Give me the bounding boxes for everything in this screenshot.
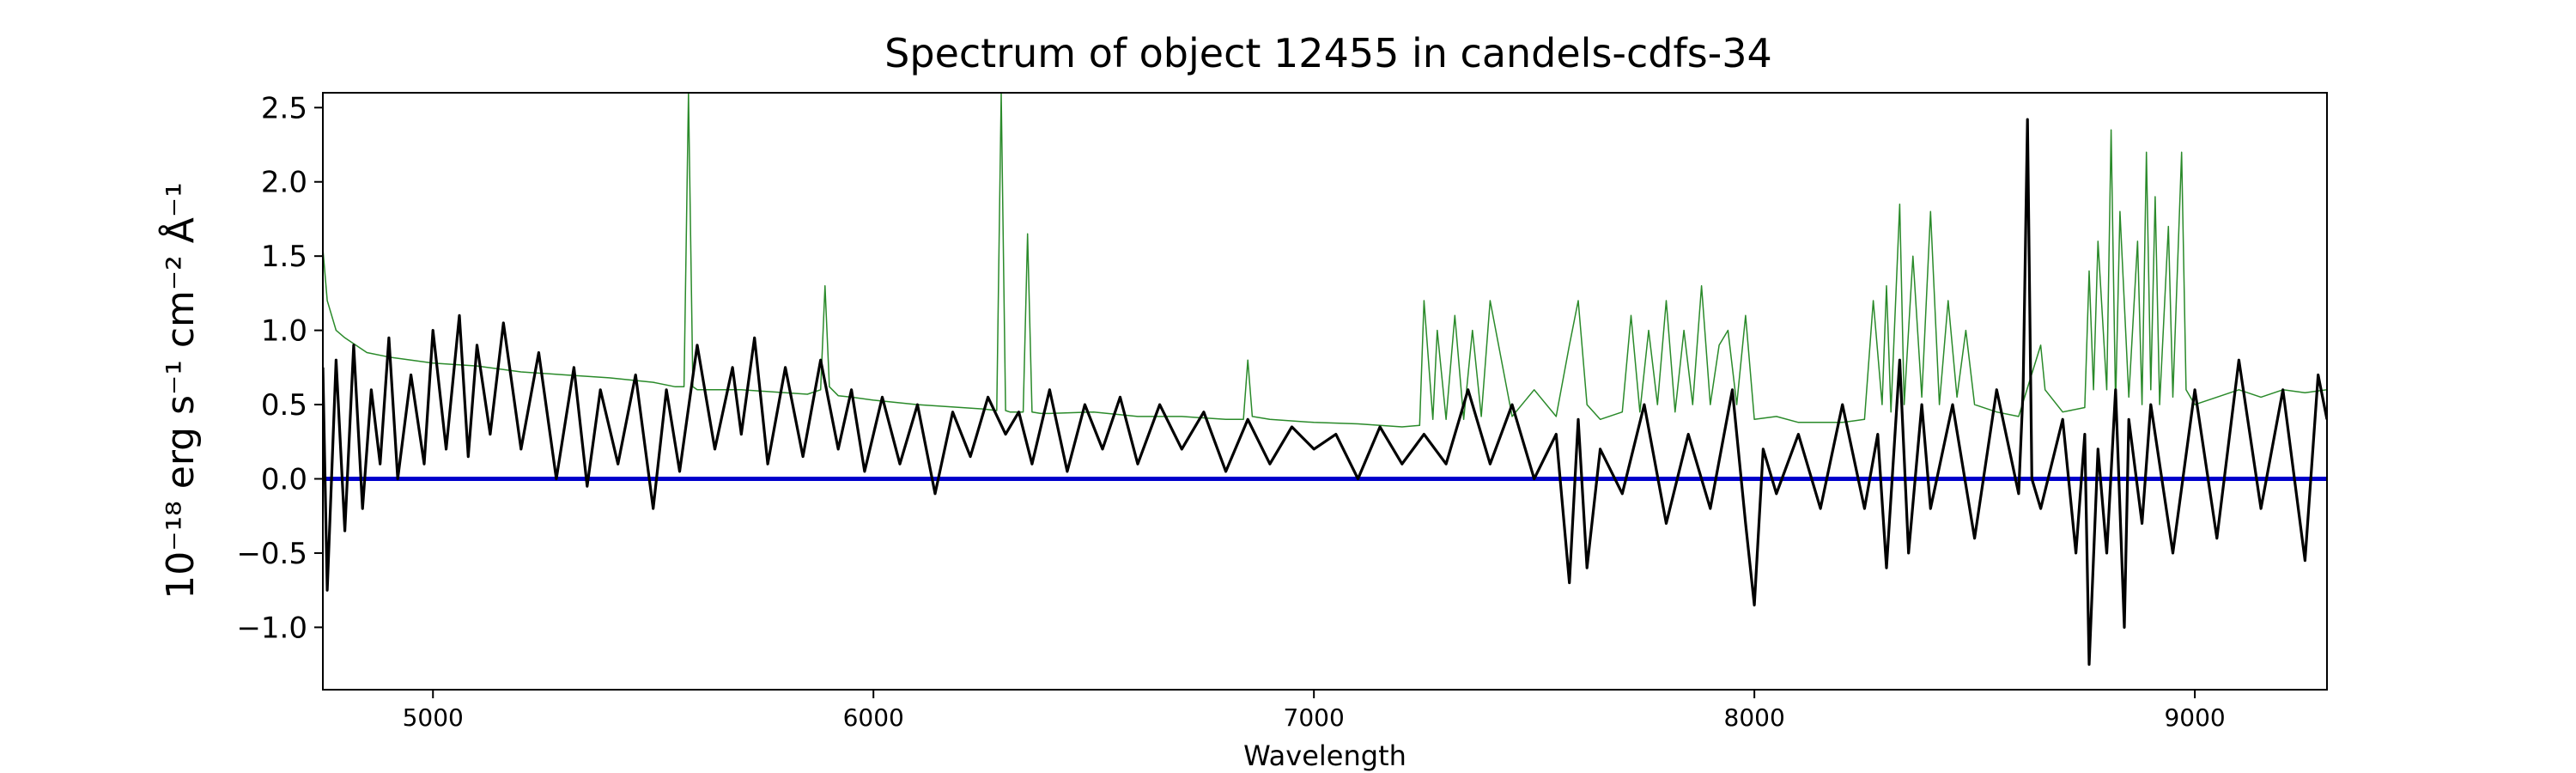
y-tick-label: −1.0 bbox=[236, 611, 307, 645]
plot-background bbox=[323, 93, 2327, 690]
y-tick-label: 2.5 bbox=[261, 91, 307, 125]
x-axis: 5000 6000 7000 8000 9000 bbox=[403, 690, 2226, 732]
x-tick-label: 7000 bbox=[1284, 703, 1345, 732]
y-axis: −1.0 −0.5 0.0 0.5 1.0 1.5 2.0 2.5 bbox=[236, 91, 323, 645]
y-tick-label: 0.5 bbox=[261, 388, 307, 423]
x-tick-label: 9000 bbox=[2164, 703, 2225, 732]
x-tick-label: 5000 bbox=[403, 703, 464, 732]
y-tick-label: 0.0 bbox=[261, 463, 307, 497]
plot-frame bbox=[322, 92, 2328, 691]
plot-area bbox=[322, 92, 2328, 691]
error-series-line bbox=[323, 93, 2327, 428]
y-tick-label: 1.5 bbox=[261, 240, 307, 274]
y-tick-label: 1.0 bbox=[261, 314, 307, 349]
series-layer bbox=[323, 93, 2327, 666]
y-axis-label: 10⁻¹⁸ erg s⁻¹ cm⁻² Å⁻¹ bbox=[157, 182, 203, 599]
y-tick-label: 2.0 bbox=[261, 166, 307, 200]
flux-series-line bbox=[323, 118, 2327, 666]
chart-title: Spectrum of object 12455 in candels-cdfs… bbox=[884, 30, 1772, 76]
y-tick-label: −0.5 bbox=[236, 537, 307, 571]
x-tick-label: 8000 bbox=[1724, 703, 1785, 732]
x-tick-label: 6000 bbox=[843, 703, 904, 732]
x-axis-label: Wavelength bbox=[1243, 740, 1406, 772]
